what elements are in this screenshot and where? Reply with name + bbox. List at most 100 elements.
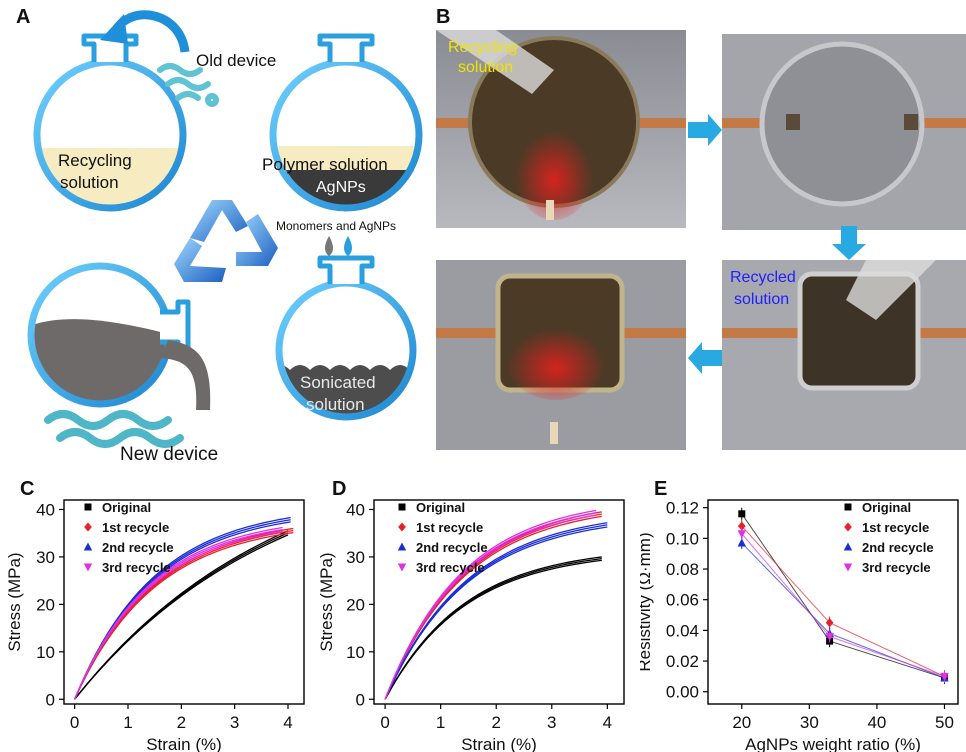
new-device-label: New device xyxy=(120,444,218,465)
stress-strain-curve xyxy=(74,534,289,700)
left-arrow-icon xyxy=(688,342,722,374)
y-tick-label: 0.12 xyxy=(666,499,699,518)
plot-frame xyxy=(373,499,625,705)
y-tick-label: 0.10 xyxy=(666,529,699,548)
x-axis-label: Strain (%) xyxy=(146,735,222,752)
arrow-head-icon xyxy=(100,14,128,44)
legend-marker xyxy=(398,522,406,532)
y-tick-label: 10 xyxy=(346,643,365,662)
stress-strain-curve xyxy=(384,559,602,700)
new-device-icon xyxy=(44,410,184,448)
recycled-photo-label-2: solution xyxy=(734,291,789,308)
y-axis-label: Stress (MPa) xyxy=(5,552,24,651)
legend: Original 1st recycle 2nd recycle 3rd recycl… xyxy=(843,500,934,575)
legend: Original 1st recycle 2nd recycle 3rd recycl… xyxy=(397,500,488,575)
series-3rd-recycle xyxy=(384,509,597,700)
y-tick-label: 0.08 xyxy=(666,560,699,579)
recycling-photos: Recycling solution Recycled solution xyxy=(436,30,966,450)
down-arrow-icon xyxy=(832,226,866,260)
y-tick-label: 40 xyxy=(36,500,55,519)
y-tick-label: 0 xyxy=(356,690,365,709)
legend-marker xyxy=(844,503,852,511)
recycled-photo-label-1: Recycled xyxy=(730,269,796,286)
series-original xyxy=(74,530,289,700)
monomers-label: Monomers and AgNPs xyxy=(276,219,396,233)
legend-marker xyxy=(843,542,853,551)
recycling-label-1: Recycling xyxy=(58,151,132,170)
y-tick-label: 0.06 xyxy=(666,591,699,610)
stress-strain-curve xyxy=(384,556,602,700)
x-tick-label: 20 xyxy=(732,713,751,732)
x-tick-label: 30 xyxy=(800,713,819,732)
stress-strain-curve xyxy=(384,526,608,700)
data-point xyxy=(825,618,834,628)
legend-label: Original xyxy=(102,500,151,515)
x-tick-label: 2 xyxy=(491,713,500,732)
agnps-label: AgNPs xyxy=(316,179,366,196)
series-3rd-recycle xyxy=(737,527,949,683)
legend-label: 3rd recycle xyxy=(416,560,485,575)
y-tick-label: 0.02 xyxy=(666,652,699,671)
x-tick-label: 2 xyxy=(177,713,186,732)
series-2nd-recycle xyxy=(737,536,949,685)
x-tick-label: 4 xyxy=(603,713,612,732)
legend-marker xyxy=(83,563,93,572)
legend-label: 1st recycle xyxy=(862,520,929,535)
recycle-icon xyxy=(174,200,278,282)
x-tick-label: 0 xyxy=(380,713,389,732)
photo-pouring-recycled-solution xyxy=(722,260,966,450)
y-axis-label: Stress (MPa) xyxy=(318,552,336,651)
x-tick-label: 0 xyxy=(70,713,79,732)
legend-marker xyxy=(398,503,406,511)
pour-stream xyxy=(160,340,211,410)
y-tick-label: 40 xyxy=(346,500,365,519)
series-line xyxy=(741,533,945,677)
photo-dissolved-device xyxy=(722,34,966,230)
recycling-photo-label-1: Recycling xyxy=(448,39,517,56)
data-point xyxy=(738,510,746,518)
legend-label: 2nd recycle xyxy=(862,540,934,555)
flask-pouring xyxy=(27,262,211,410)
stress-strain-curve xyxy=(384,515,602,700)
panel-letter-a: A xyxy=(16,6,31,28)
stress-strain-curve xyxy=(384,557,602,700)
legend-marker xyxy=(84,503,92,511)
legend-label: 3rd recycle xyxy=(862,560,931,575)
y-tick-label: 20 xyxy=(346,595,365,614)
data-point xyxy=(940,672,949,681)
panel-letter-d: D xyxy=(332,478,347,500)
y-tick-label: 10 xyxy=(36,643,55,662)
series-line xyxy=(741,513,945,679)
polymer-solution-label: Polymer solution xyxy=(262,155,388,174)
x-tick-label: 50 xyxy=(935,713,954,732)
series-2nd-recycle xyxy=(384,522,608,700)
flask-recycling-solution xyxy=(33,33,187,212)
plot-frame xyxy=(63,499,305,705)
y-tick-label: 0.04 xyxy=(666,621,699,640)
y-tick-label: 0 xyxy=(46,690,55,709)
x-tick-label: 3 xyxy=(230,713,239,732)
x-tick-label: 1 xyxy=(436,713,445,732)
y-tick-label: 30 xyxy=(346,548,365,567)
panel-letter-c: C xyxy=(20,478,35,500)
legend-label: 1st recycle xyxy=(102,520,169,535)
legend-marker xyxy=(397,563,407,572)
legend-label: Original xyxy=(862,500,911,515)
y-tick-label: 30 xyxy=(36,548,55,567)
legend-marker xyxy=(843,563,853,572)
y-axis-label: Resistivity (Ω·mm) xyxy=(640,532,654,671)
old-device-label: Old device xyxy=(196,51,276,70)
x-axis-label: AgNPs weight ratio (%) xyxy=(745,735,921,752)
stress-strain-curve xyxy=(384,514,597,700)
plot-frame xyxy=(707,499,959,705)
monomer-drop-icon xyxy=(325,236,333,256)
panel-letter-e: E xyxy=(654,478,668,500)
legend-marker xyxy=(397,542,407,551)
x-tick-label: 40 xyxy=(867,713,886,732)
data-point xyxy=(737,538,746,547)
x-axis-label: Strain (%) xyxy=(461,735,537,752)
recycling-schematic: Recycling solution Old device Polymer so… xyxy=(27,10,423,465)
photo-pouring-recycling-solution xyxy=(436,30,686,228)
legend-marker xyxy=(844,522,852,532)
